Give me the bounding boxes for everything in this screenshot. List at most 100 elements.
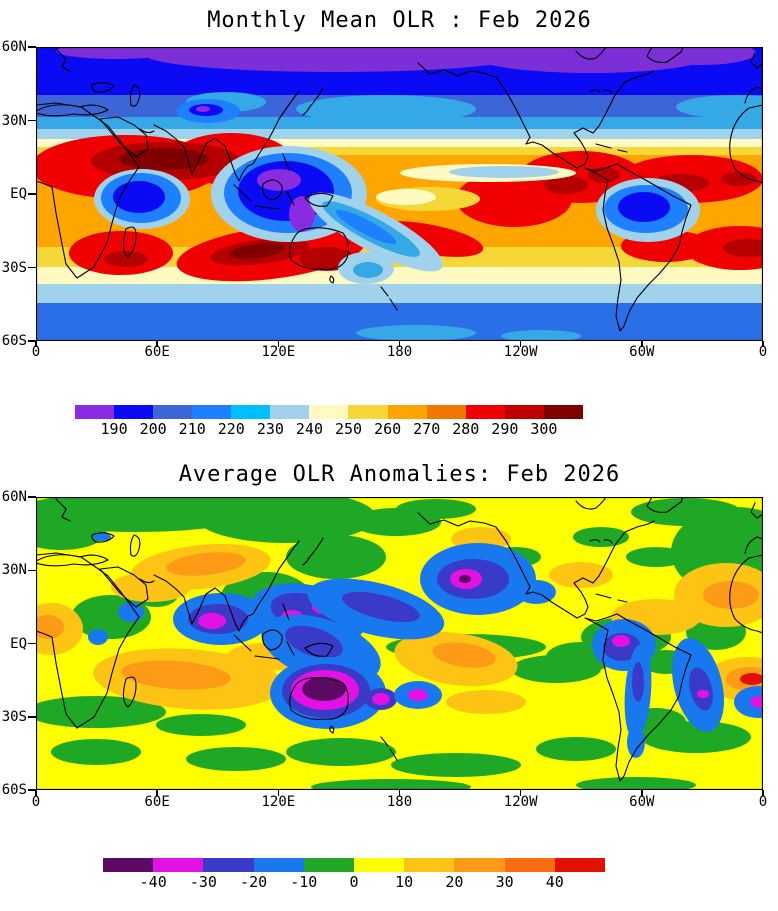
colorbar-segment xyxy=(504,858,555,872)
lon-tick-label: 180 xyxy=(386,344,413,360)
colorbar-label: -40 xyxy=(139,873,167,891)
colorbar-segment xyxy=(348,405,388,419)
lat-tick xyxy=(28,340,36,342)
lat-tick-label: 30S xyxy=(1,259,27,276)
colorbar-label: 40 xyxy=(545,873,564,891)
colorbar-label: 270 xyxy=(413,420,441,438)
lat-tick-label: EQ xyxy=(10,635,27,652)
colorbar-label: -20 xyxy=(240,873,268,891)
mean-olr-field xyxy=(36,47,763,341)
panel-title-mean-olr: Monthly Mean OLR : Feb 2026 xyxy=(207,8,592,33)
colorbar-label: 220 xyxy=(217,420,245,438)
lon-tick-label: 120W xyxy=(503,794,538,810)
lat-tick-label: 60N xyxy=(1,489,27,505)
lon-tick xyxy=(35,341,37,347)
lon-tick-label: 0 xyxy=(31,794,41,810)
colorbar-segment xyxy=(387,405,427,419)
lon-tick xyxy=(519,790,522,796)
lat-tick-label: EQ xyxy=(10,186,27,202)
colorbar-segment xyxy=(153,858,204,872)
lat-tick-label: 60S xyxy=(1,333,27,349)
lat-tick xyxy=(28,119,36,122)
lon-tick-label: 60E xyxy=(144,794,170,810)
colorbar-segment xyxy=(353,858,405,872)
lon-tick-label: 180 xyxy=(386,794,413,810)
lon-tick-label: 60W xyxy=(629,794,655,810)
lon-tick xyxy=(762,341,764,347)
lat-tick-label: 30N xyxy=(1,112,27,129)
colorbar-segment xyxy=(404,858,455,872)
map-frame xyxy=(36,47,763,341)
colorbar-label: 300 xyxy=(530,420,558,438)
colorbar-segment xyxy=(504,405,544,419)
map-frame xyxy=(36,497,763,790)
colorbar-olr-anomalies xyxy=(103,858,605,872)
anomaly-map-svg xyxy=(36,497,763,790)
lon-tick-label: 120E xyxy=(261,794,296,810)
colorbar-segment xyxy=(543,405,583,419)
colorbar-segment xyxy=(75,405,115,419)
lat-tick-label: 30S xyxy=(1,708,27,725)
lon-tick-label: 60E xyxy=(144,344,170,360)
lat-tick xyxy=(28,789,36,791)
lon-tick xyxy=(762,790,764,796)
colorbar-segment xyxy=(203,858,254,872)
lon-tick-label: 60W xyxy=(629,344,655,360)
colorbar-label: 210 xyxy=(178,420,206,438)
lat-tick xyxy=(28,716,36,718)
lon-tick xyxy=(277,341,280,347)
lon-tick-label: 0 xyxy=(31,344,41,360)
panel-title-olr-anomalies: Average OLR Anomalies: Feb 2026 xyxy=(178,462,621,487)
colorbar-label: 190 xyxy=(100,420,128,438)
lon-tick-label: 0 xyxy=(758,344,768,360)
colorbar-segment xyxy=(309,405,349,419)
colorbar-label: 20 xyxy=(445,873,464,891)
lon-tick xyxy=(156,341,158,347)
anomaly-field xyxy=(36,497,763,790)
colorbar-segment xyxy=(231,405,271,419)
colorbar-label: 0 xyxy=(349,873,359,891)
lon-tick xyxy=(398,790,401,796)
colorbar-label: 30 xyxy=(495,873,514,891)
colorbar-segment xyxy=(454,858,505,872)
colorbar-segment xyxy=(153,405,193,419)
colorbar-label: 290 xyxy=(491,420,519,438)
colorbar-segment xyxy=(426,405,466,419)
colorbar-label: 250 xyxy=(334,420,363,438)
lat-tick xyxy=(28,569,36,571)
colorbar-label: -30 xyxy=(189,873,217,891)
colorbar-segment xyxy=(192,405,232,419)
lon-tick xyxy=(277,790,280,796)
colorbar-segment xyxy=(465,405,505,419)
lat-tick xyxy=(28,46,36,48)
lon-tick xyxy=(641,790,643,796)
colorbar-label: 10 xyxy=(395,873,414,891)
colorbar-segment xyxy=(270,405,310,419)
lat-tick xyxy=(28,496,36,498)
lon-tick-label: 120W xyxy=(503,344,538,360)
lon-tick-label: 0 xyxy=(758,794,768,810)
lon-tick xyxy=(156,790,158,796)
colorbar-label: 230 xyxy=(256,420,284,438)
colorbar-label: -10 xyxy=(290,873,318,891)
lon-tick-label: 120E xyxy=(261,344,296,360)
colorbar-label: 200 xyxy=(139,420,167,438)
lat-tick xyxy=(28,266,36,269)
map-olr-anomalies xyxy=(36,497,763,790)
lon-tick xyxy=(398,341,401,347)
lat-tick-label: 60S xyxy=(1,782,27,798)
colorbar-label: 240 xyxy=(295,420,323,438)
lat-tick-label: 30N xyxy=(1,562,27,579)
lat-tick xyxy=(28,642,36,645)
colorbar-segment xyxy=(114,405,154,419)
mean-olr-map-svg xyxy=(36,47,763,341)
lon-tick xyxy=(35,790,37,796)
lon-tick xyxy=(519,341,522,347)
colorbar-segment xyxy=(554,858,605,872)
lat-tick xyxy=(28,193,36,195)
colorbar-segment xyxy=(103,858,154,872)
colorbar-segment xyxy=(253,858,304,872)
colorbar-mean-olr xyxy=(75,405,583,419)
lon-tick xyxy=(641,341,643,347)
